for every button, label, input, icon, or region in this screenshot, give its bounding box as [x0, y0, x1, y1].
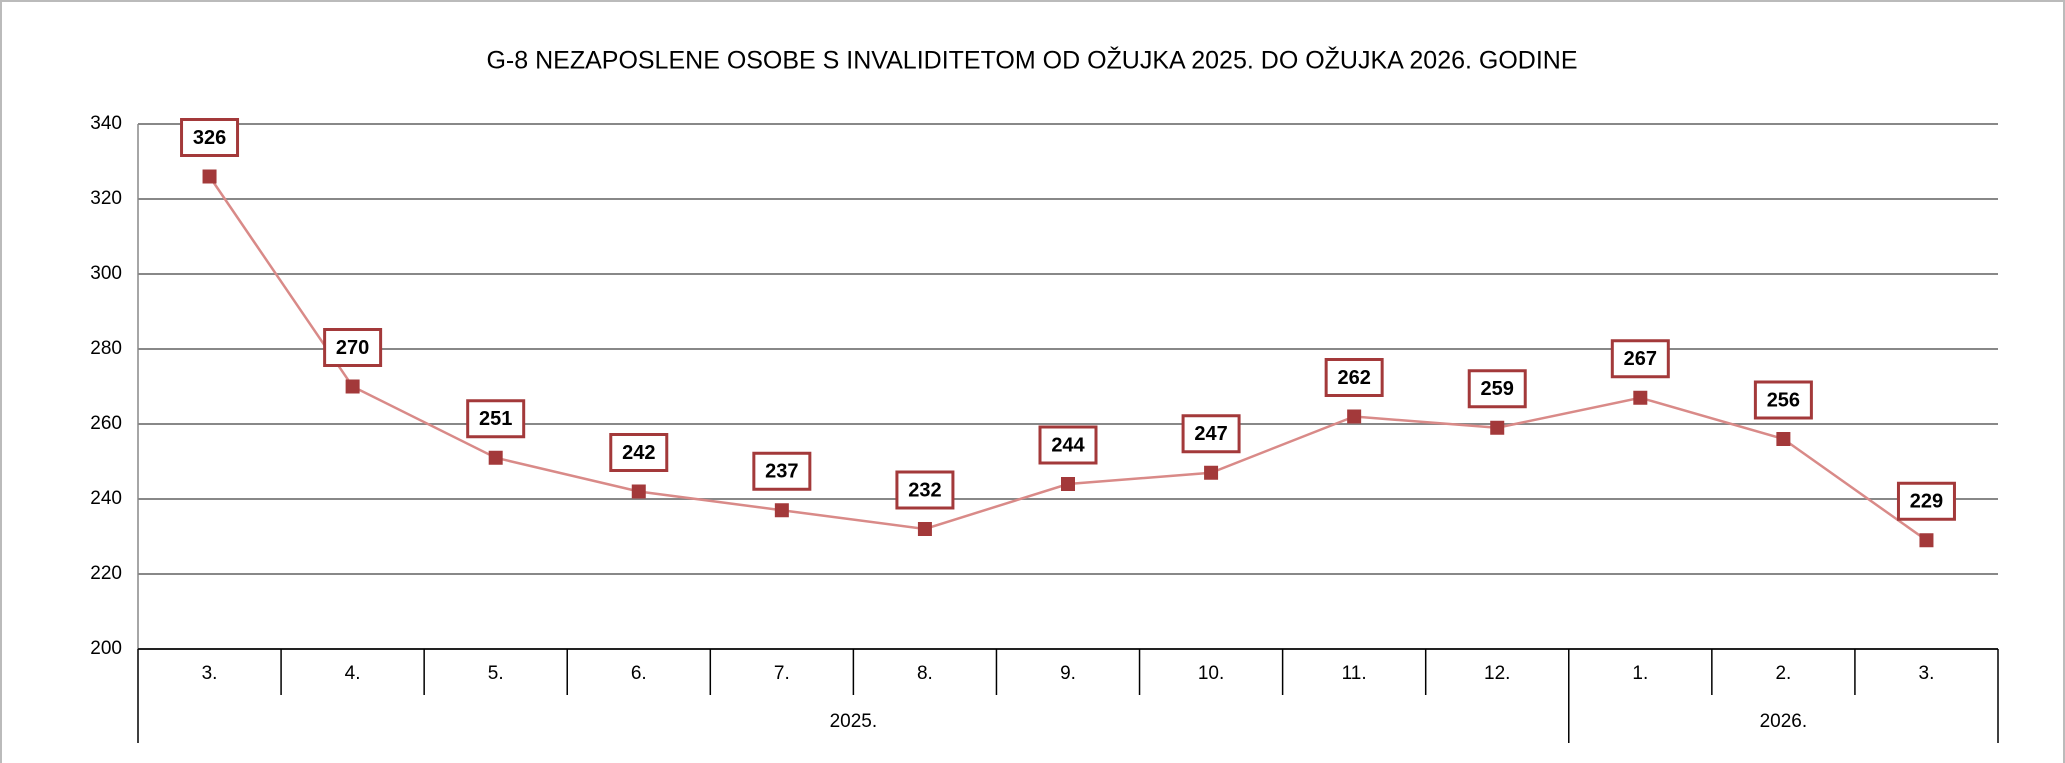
y-tick-label: 340 [90, 113, 122, 134]
y-tick-label: 300 [90, 263, 122, 284]
x-tick-label: 7. [774, 663, 790, 684]
data-label: 237 [765, 461, 798, 483]
data-label: 229 [1910, 491, 1943, 513]
x-tick-label: 8. [917, 663, 933, 684]
data-label: 262 [1337, 367, 1370, 389]
x-tick-label: 4. [345, 663, 361, 684]
x-tick-label: 5. [488, 663, 504, 684]
y-tick-label: 240 [90, 488, 122, 509]
y-tick-label: 260 [90, 413, 122, 434]
data-label-box [1038, 425, 1098, 465]
data-marker [345, 379, 360, 394]
data-marker [1919, 533, 1934, 548]
group-label: 2025. [830, 711, 878, 732]
data-label: 251 [479, 408, 512, 430]
data-marker [1490, 420, 1505, 435]
chart-title: G-8 NEZAPOSLENE OSOBE S INVALIDITETOM OD… [486, 46, 1577, 75]
data-marker [1347, 409, 1362, 424]
data-label: 270 [336, 337, 369, 359]
group-label: 2026. [1760, 711, 1808, 732]
data-label-box [180, 118, 240, 157]
y-tick-label: 220 [90, 563, 122, 584]
x-tick-label: 10. [1198, 663, 1224, 684]
data-label-box [466, 399, 526, 439]
data-label-box [1181, 414, 1241, 454]
data-label-box [1753, 380, 1813, 420]
data-label-box [1896, 481, 1956, 521]
data-label-box [1467, 369, 1527, 409]
data-label: 247 [1194, 423, 1227, 445]
data-marker [631, 484, 646, 499]
data-marker [1776, 432, 1791, 446]
x-tick-label: 6. [631, 663, 647, 684]
x-tick-label: 9. [1060, 663, 1076, 684]
data-marker [1204, 465, 1219, 480]
x-tick-label: 2. [1775, 663, 1791, 684]
y-tick-label: 280 [90, 338, 122, 359]
data-label-box [895, 470, 955, 510]
x-tick-label: 12. [1484, 663, 1510, 684]
data-label: 259 [1481, 378, 1514, 400]
x-tick-label: 11. [1342, 663, 1367, 684]
data-marker [917, 522, 932, 536]
data-label-box [609, 433, 669, 472]
y-tick-label: 320 [90, 188, 122, 209]
data-marker [202, 169, 217, 184]
data-label: 267 [1624, 348, 1657, 370]
y-tick-label: 200 [90, 638, 122, 659]
data-label: 244 [1051, 434, 1085, 456]
data-label: 326 [193, 127, 226, 149]
data-label: 242 [622, 442, 655, 464]
data-label: 256 [1767, 389, 1800, 411]
data-marker [774, 503, 789, 518]
x-tick-label: 3. [202, 663, 218, 684]
data-marker [1061, 477, 1075, 491]
data-label-box [752, 451, 812, 491]
data-label: 232 [908, 479, 941, 501]
data-label-box [1324, 358, 1384, 397]
data-label-box [323, 328, 383, 367]
data-label-box [1610, 339, 1670, 379]
x-tick-label: 3. [1919, 663, 1935, 684]
data-marker [488, 450, 503, 465]
x-tick-label: 1. [1632, 663, 1648, 684]
data-marker [1633, 390, 1648, 405]
